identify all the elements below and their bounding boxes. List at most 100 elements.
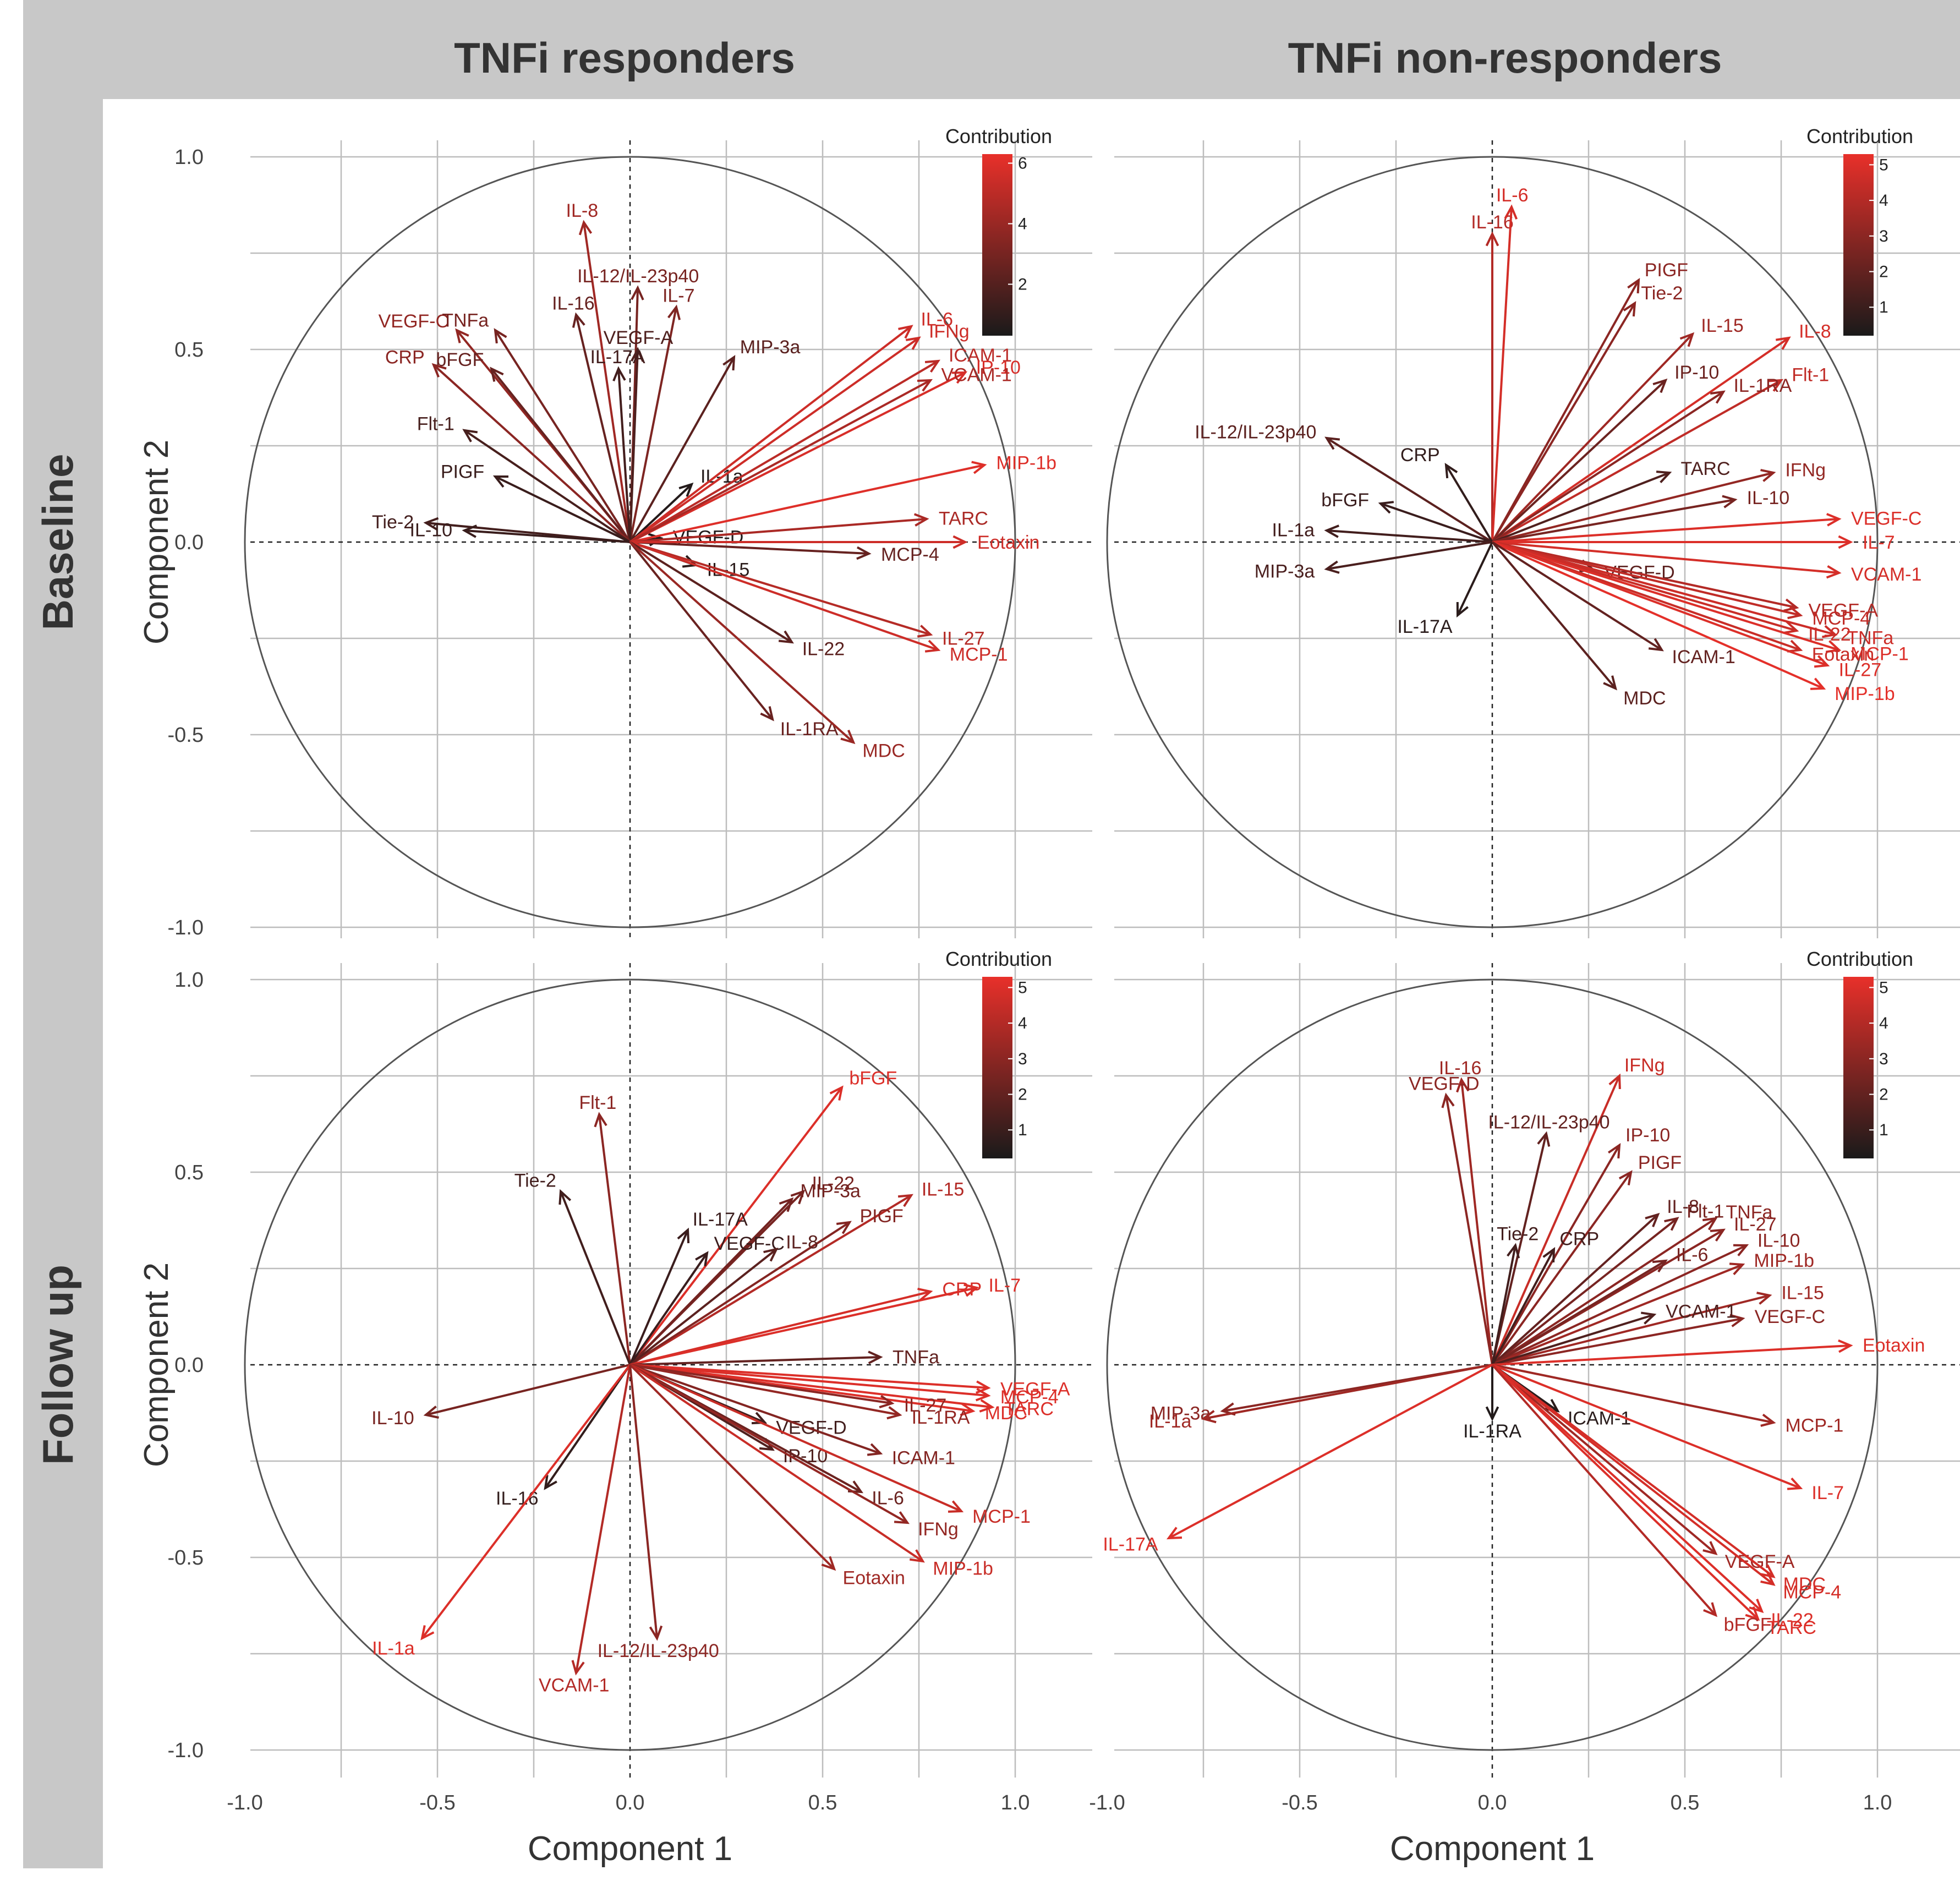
label-mcp-4: MCP-4 (1812, 608, 1870, 629)
arrow-il-22 (1491, 1364, 1763, 1612)
arrowhead-flt-1 (1664, 1217, 1679, 1231)
label-flt-1: Flt-1 (1792, 364, 1829, 385)
arrowhead-mcp-1 (1760, 1413, 1776, 1427)
arrow-il-7 (629, 1287, 977, 1366)
y-axis-title-baseline: Component 2 (138, 440, 176, 644)
arrow-il-12-il-23p40 (629, 1364, 658, 1639)
arrowhead-vegf-a (1783, 598, 1799, 612)
legend-tick-label: 2 (1018, 276, 1027, 294)
left-strip (23, 0, 103, 1868)
arrow-il-17a (1168, 1364, 1493, 1539)
arrow-ifng (1491, 1075, 1620, 1365)
arrowhead-eotaxin (1838, 1339, 1853, 1353)
y-tick-label: 0.0 (174, 531, 204, 554)
arrowhead-mcp-4 (1760, 1572, 1776, 1586)
arrowhead-il-7 (667, 304, 681, 320)
label-eotaxin: Eotaxin (1863, 1335, 1925, 1356)
arrowhead-il-1ra (760, 706, 774, 721)
label-bfgf: bFGF (1724, 1614, 1772, 1635)
arrow-crp (1445, 464, 1493, 543)
arrow-il-6 (1491, 206, 1513, 543)
label-vegf-a: VEGF-A (604, 327, 674, 348)
label-tnfa: TNFa (893, 1347, 939, 1368)
x-axis-title-non-responders: Component 1 (1390, 1830, 1595, 1868)
label-il-1ra: IL-1RA (1463, 1421, 1521, 1442)
arrow-pigf (1491, 280, 1640, 543)
legend-tick-label: 5 (1879, 978, 1888, 997)
arrowhead-mip-1b (971, 461, 987, 474)
label-vcam-1: VCAM-1 (941, 365, 1011, 386)
arrow-vegf-a (629, 1364, 989, 1389)
arrowhead-tie-2 (1623, 301, 1636, 317)
arrow-pigf (629, 1221, 851, 1366)
arrow-il-1ra (629, 541, 774, 720)
arrow-mip-1b (1492, 541, 1824, 690)
arrowhead-il-1ra (886, 1406, 902, 1420)
arrow-il-17a (629, 1229, 689, 1365)
arrowhead-flt-1 (1767, 379, 1784, 392)
arrowhead-il-1a (678, 482, 694, 497)
arrowhead-pigf (1618, 1170, 1633, 1185)
label-vegf-c: VEGF-C (1851, 508, 1921, 529)
arrowhead-il-1a (420, 1625, 435, 1641)
arrow-ifng (629, 1364, 908, 1524)
label-mcp-4: MCP-4 (881, 544, 939, 565)
arrow-il-16 (575, 314, 631, 543)
arrowhead-bfgf (1703, 1602, 1718, 1617)
legend-tick-label: 3 (1879, 227, 1888, 245)
arrowhead-il-6 (898, 325, 913, 339)
y-tick-label: -1.0 (168, 916, 204, 939)
arrow-tarc (1492, 472, 1670, 543)
arrow-il-1ra (1491, 391, 1724, 543)
top-strip (23, 0, 1960, 99)
arrowhead-il-12-il-23p40 (1537, 1131, 1551, 1147)
arrowhead-vcam-1 (917, 379, 933, 392)
arrowhead-vcam-1 (1826, 565, 1842, 579)
arrowhead-bfgf (490, 367, 504, 382)
arrow-mip-3a (629, 1198, 793, 1366)
label-il-12-il-23p40: IL-12/IL-23p40 (598, 1641, 719, 1661)
arrowhead-pigf (1627, 277, 1640, 294)
arrow-icam-1 (1491, 541, 1663, 651)
arrowhead-il-1a (1201, 1410, 1217, 1424)
label-ifng: IFNg (929, 321, 970, 342)
arrowhead-eotaxin (952, 535, 968, 549)
arrow-icam-1 (629, 1364, 881, 1454)
label-il-16: IL-16 (496, 1488, 539, 1509)
label-eotaxin: Eotaxin (843, 1568, 905, 1589)
label-il-1a: IL-1a (1272, 520, 1315, 540)
arrowhead-mip-3a (779, 1197, 794, 1212)
arrowhead-il-27 (879, 1395, 895, 1409)
label-icam-1: ICAM-1 (1672, 647, 1735, 668)
arrowhead-il-7 (1838, 535, 1853, 549)
arrow-flt-1 (463, 429, 631, 543)
arrowhead-il-7 (963, 1283, 979, 1297)
arrowhead-il-27 (1710, 1228, 1726, 1242)
label-il-17a: IL-17A (693, 1209, 748, 1230)
arrowhead-eotaxin (1787, 639, 1803, 653)
label-il-22: IL-22 (802, 639, 845, 660)
arrowhead-il-27 (1814, 655, 1830, 668)
arrow-icam-1 (629, 360, 939, 543)
arrow-il-16 (1460, 1079, 1493, 1365)
label-tnfa: TNFa (1847, 628, 1893, 649)
arrow-il-7 (1492, 1364, 1801, 1489)
arrow-mcp-4 (1492, 541, 1801, 616)
arrow-il-1ra (629, 1364, 900, 1416)
label-mip-1b: MIP-1b (1754, 1250, 1814, 1271)
arrow-bfgf (629, 1086, 843, 1366)
arrowhead-il-8 (1645, 1212, 1660, 1228)
label-bfgf: bFGF (1321, 490, 1369, 511)
legend-colorbar (982, 977, 1012, 1158)
arrow-il-10 (464, 529, 631, 543)
arrowhead-il-6 (1504, 204, 1518, 220)
legend-tick-label: 3 (1879, 1050, 1888, 1068)
legend-tick-label: 2 (1879, 263, 1888, 281)
y-tick-label: -0.5 (168, 1546, 204, 1570)
arrowhead-icam-1 (924, 359, 940, 373)
label-mip-1b: MIP-1b (933, 1558, 993, 1579)
arrow-tnfa (1492, 541, 1836, 636)
label-il-27: IL-27 (1839, 660, 1882, 681)
legend-tick-label: 4 (1018, 1014, 1027, 1032)
arrow-il-12-il-23p40 (1491, 1133, 1547, 1365)
